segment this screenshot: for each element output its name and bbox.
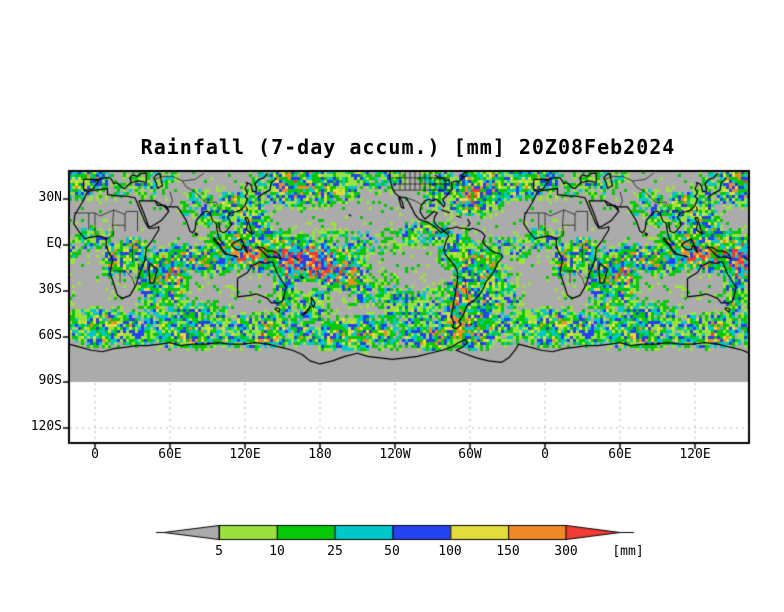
legend-label-300: 300 bbox=[554, 544, 578, 559]
y-tick-label-120s: 120S bbox=[30, 419, 62, 434]
y-tick-label-eq: EQ bbox=[46, 236, 62, 251]
y-tick-label-90s: 90S bbox=[38, 373, 62, 388]
legend-label-5: 5 bbox=[215, 544, 223, 559]
legend-label-150: 150 bbox=[496, 544, 520, 559]
x-tick-label-60e2: 60E bbox=[608, 447, 632, 462]
y-tick-label-30s: 30S bbox=[38, 282, 62, 297]
x-tick-label-0a: 0 bbox=[91, 447, 99, 462]
x-tick-label-60e: 60E bbox=[158, 447, 182, 462]
x-tick-label-120w: 120W bbox=[379, 447, 411, 462]
y-tick-label-60s: 60S bbox=[38, 328, 62, 343]
legend-units-label: [mm] bbox=[612, 544, 644, 559]
legend-label-25: 25 bbox=[327, 544, 343, 559]
x-tick-label-120e: 120E bbox=[229, 447, 261, 462]
legend-label-50: 50 bbox=[384, 544, 400, 559]
x-tick-label-180: 180 bbox=[308, 447, 332, 462]
legend-label-100: 100 bbox=[438, 544, 462, 559]
chart-title: Rainfall (7-day accum.) [mm] 20Z08Feb202… bbox=[140, 135, 676, 159]
legend-label-10: 10 bbox=[269, 544, 285, 559]
y-tick-label-30n: 30N bbox=[38, 190, 62, 205]
x-tick-label-60w: 60W bbox=[458, 447, 482, 462]
x-tick-label-120e2: 120E bbox=[679, 447, 711, 462]
x-tick-label-0b: 0 bbox=[541, 447, 549, 462]
